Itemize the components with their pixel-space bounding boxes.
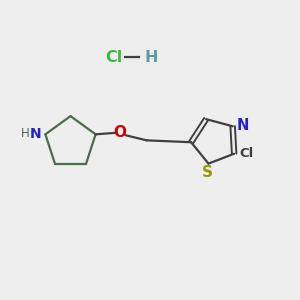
Text: Cl: Cl <box>239 147 254 160</box>
Text: N: N <box>236 118 249 133</box>
Text: N: N <box>30 127 42 141</box>
Text: Cl: Cl <box>106 50 123 64</box>
Text: S: S <box>201 165 212 180</box>
Text: H: H <box>145 50 158 64</box>
Text: H: H <box>21 127 30 140</box>
Text: O: O <box>114 125 127 140</box>
